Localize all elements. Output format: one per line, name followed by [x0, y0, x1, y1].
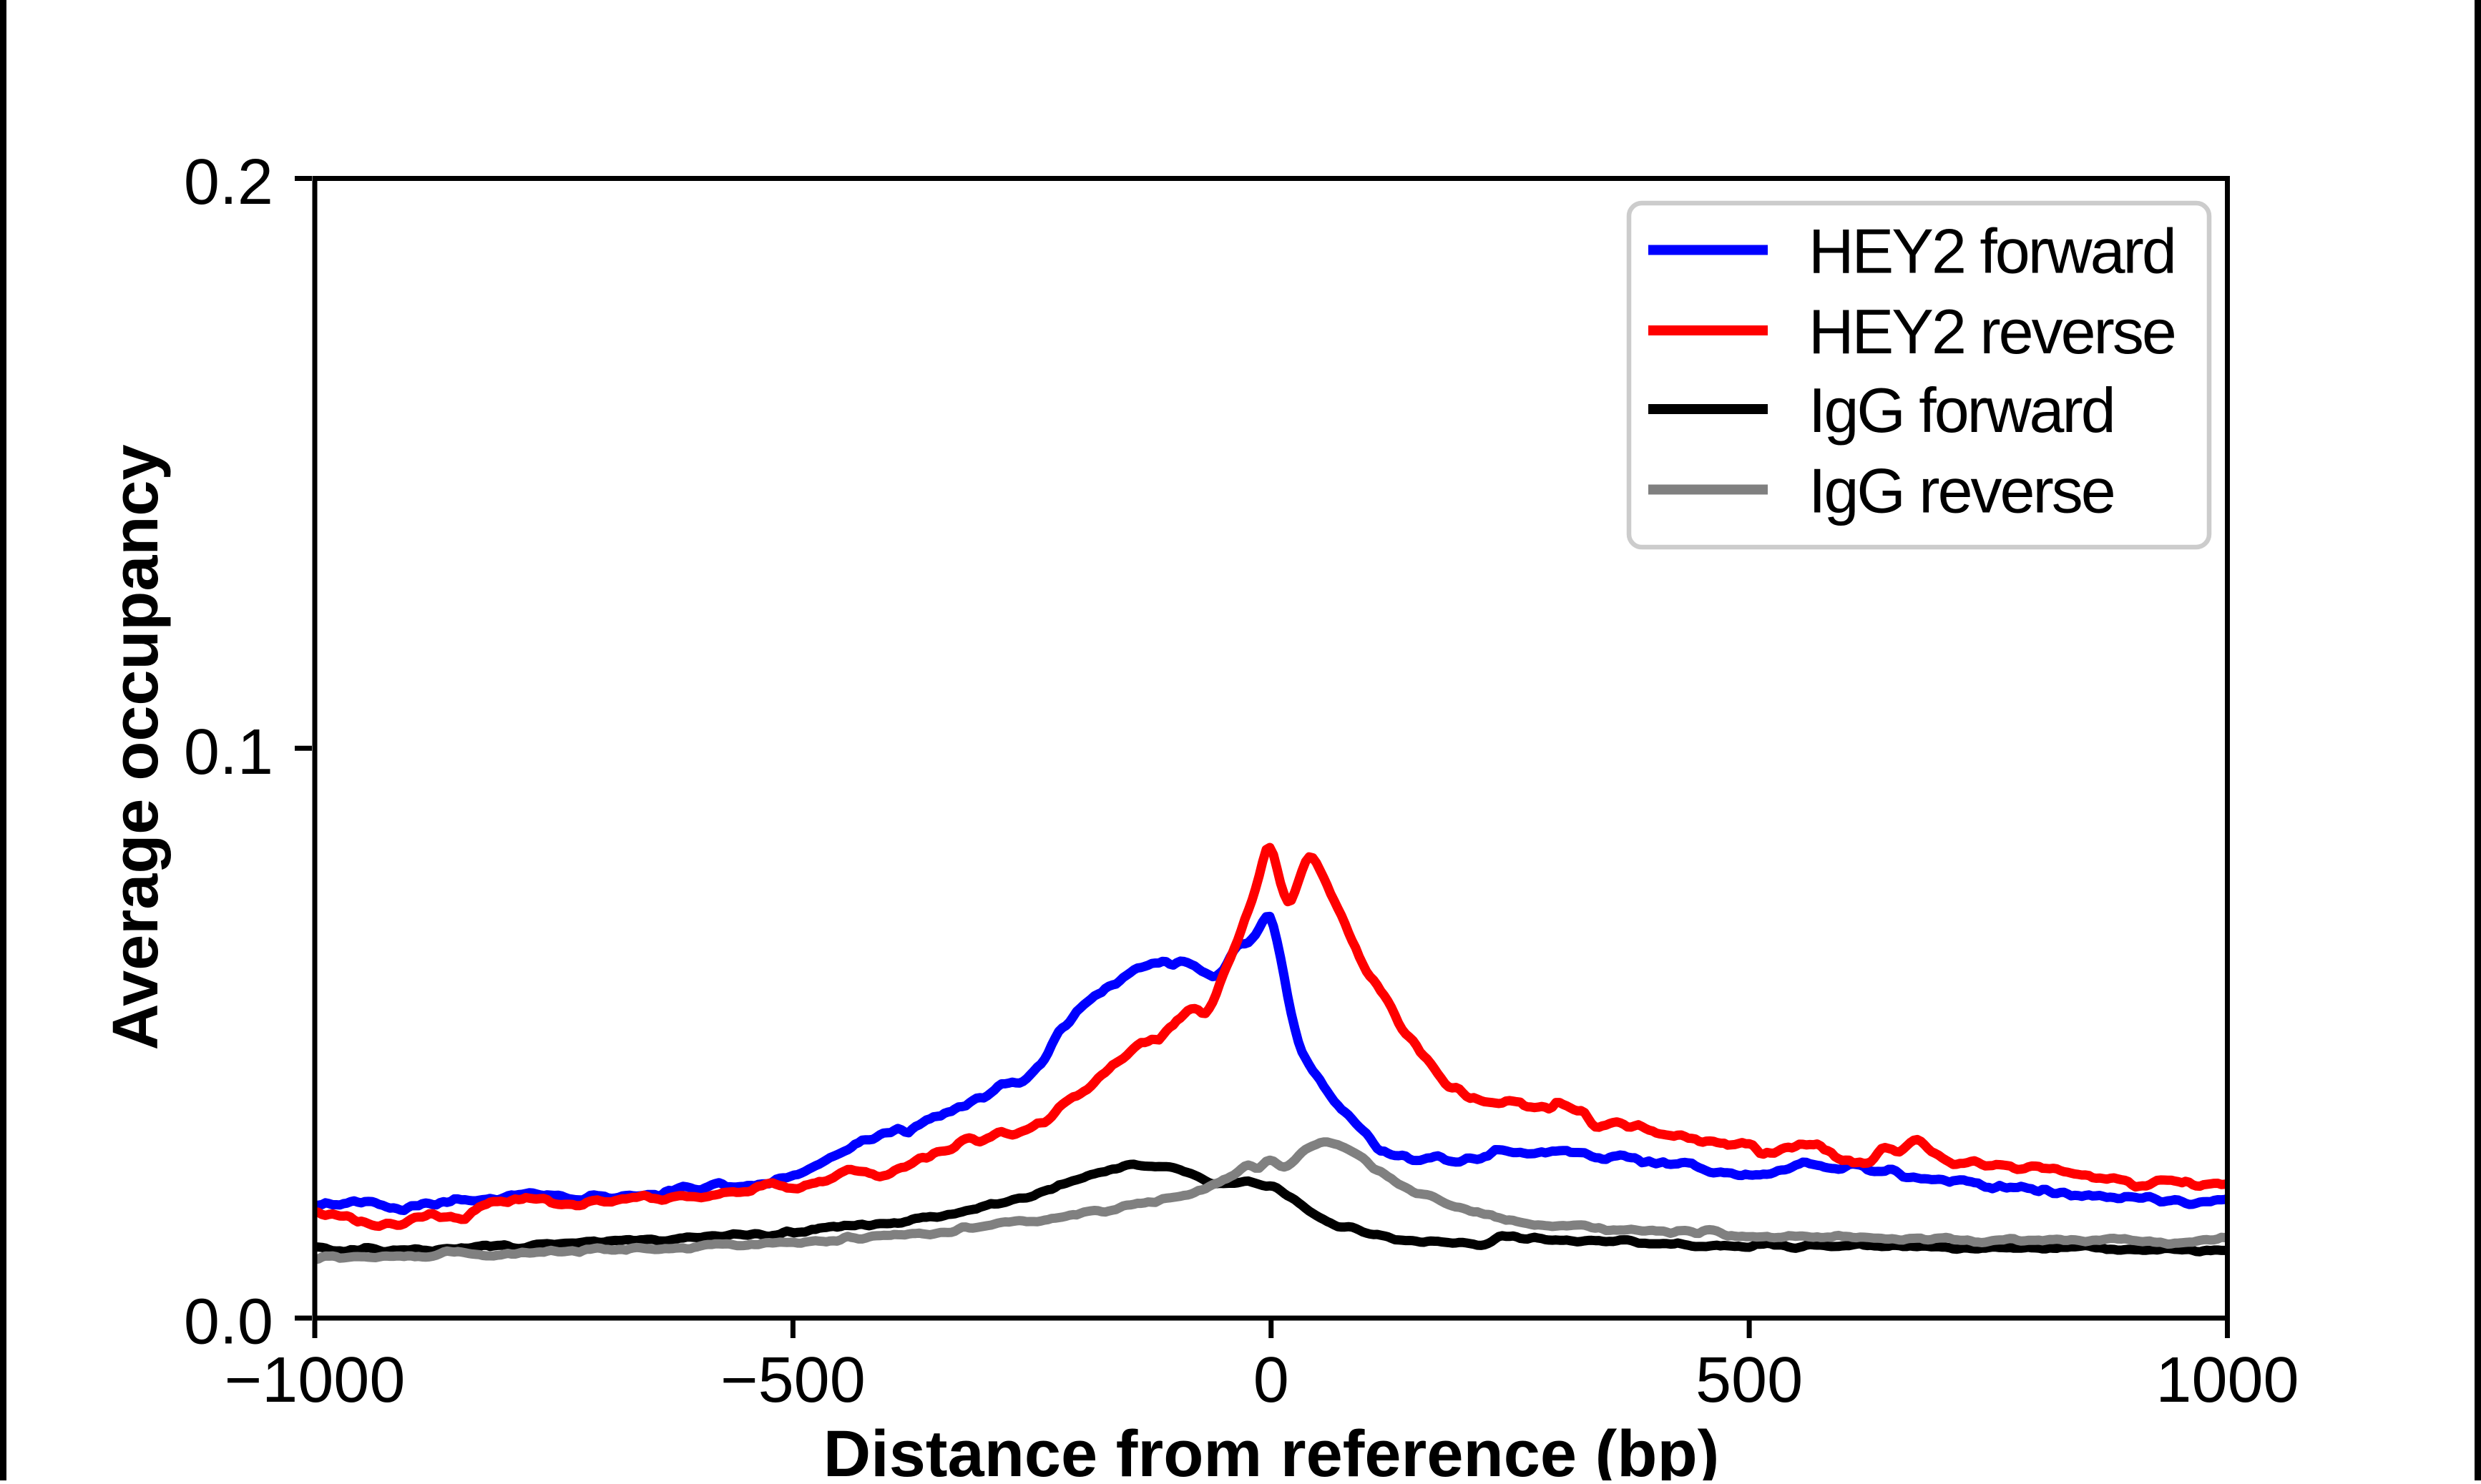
svg-text:IgG forward: IgG forward	[1809, 375, 2114, 446]
svg-text:Distance from reference (bp): Distance from reference (bp)	[823, 1417, 1720, 1480]
svg-text:−1000: −1000	[225, 1345, 406, 1416]
svg-text:0: 0	[1253, 1345, 1289, 1416]
svg-text:0.1: 0.1	[184, 717, 273, 788]
svg-text:HEY2 forward: HEY2 forward	[1809, 216, 2175, 287]
svg-text:IgG reverse: IgG reverse	[1809, 456, 2114, 526]
svg-text:HEY2 reverse: HEY2 reverse	[1809, 296, 2175, 367]
svg-text:Average occupancy: Average occupancy	[100, 444, 172, 1050]
svg-text:0.2: 0.2	[184, 147, 273, 218]
svg-text:1000: 1000	[2155, 1345, 2299, 1416]
svg-text:−500: −500	[720, 1345, 866, 1416]
svg-text:500: 500	[1695, 1345, 1803, 1416]
svg-text:0.0: 0.0	[184, 1287, 273, 1358]
